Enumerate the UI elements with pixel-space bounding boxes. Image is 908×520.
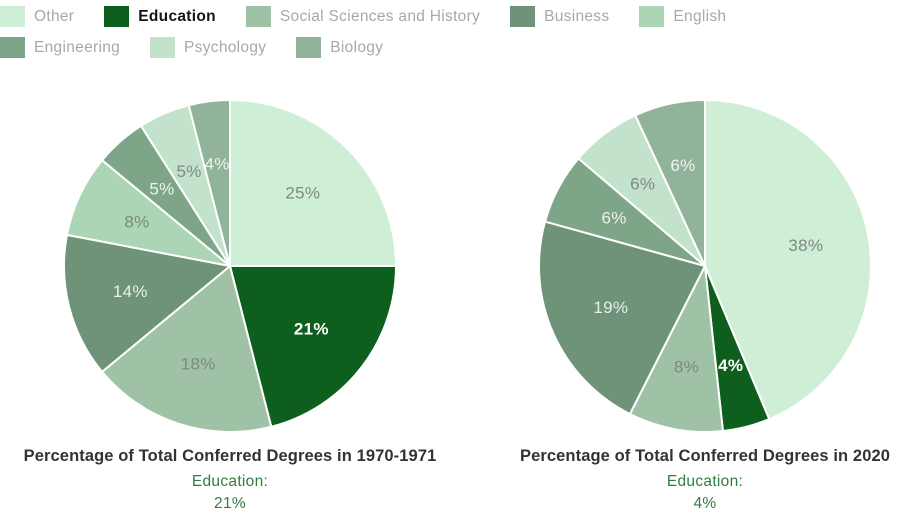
education-callout-value-2020: 4% [693,495,717,512]
legend-swatch-engineering [0,37,25,58]
legend-swatch-other [0,6,25,27]
pie-slice-business[interactable] [538,220,706,416]
legend-item-business[interactable]: Business [510,6,609,27]
pie-slice-social-sciences-and-history[interactable] [101,265,273,433]
legend-item-engineering[interactable]: Engineering [0,37,120,58]
legend-swatch-education [104,6,130,27]
legend-label-business: Business [544,7,610,25]
chart-legend: Other Education Social Sciences and Histor… [0,0,862,58]
chart-title-2020: Percentage of Total Conferred Degrees in… [519,447,891,465]
legend-label-education: Education [138,7,216,25]
education-callout-label-2020: Education: [666,473,744,490]
pie-chart-2020: 38% 4% 8% 19% 6% 6% 6% Percentage of Total Con… [490,90,908,513]
pie-slice-biology[interactable] [634,99,706,267]
pie-svg-2020: 38%4%8%19%6%6%6% [538,99,872,433]
legend-label-english: English [673,7,727,25]
legend-swatch-business [510,6,536,27]
pie-slice-education[interactable] [229,265,397,428]
legend-item-psychology[interactable]: Psychology [150,37,266,58]
pie-slice-business[interactable] [62,233,231,373]
pie-slice-other[interactable] [229,99,397,267]
legend-item-education[interactable]: Education [104,6,216,27]
pie-chart-1970-1971: 25% 21% 18% 14% 8% 5% 5% 4% Percentage of Total… [0,90,460,513]
legend-item-biology[interactable]: Biology [296,37,383,58]
chart-title-1970-1971: Percentage of Total Conferred Degrees in… [23,447,437,465]
legend-label-biology: Biology [330,38,384,56]
legend-item-english[interactable]: English [639,6,726,27]
education-callout-value-1970-1971: 21% [214,495,246,512]
legend-label-social-sciences-and-history: Social Sciences and History [279,7,481,25]
pie-slice-social-sciences-and-history[interactable] [628,265,724,433]
pie-slice-biology[interactable] [187,99,231,267]
legend-label-other: Other [34,7,75,25]
legend-item-social-sciences-and-history[interactable]: Social Sciences and History [245,6,481,27]
legend-label-psychology: Psychology [184,38,267,56]
legend-label-engineering: Engineering [34,38,121,56]
legend-swatch-english [639,6,665,27]
legend-swatch-biology [296,37,322,58]
pie-slice-other[interactable] [704,99,872,421]
education-callout-label-1970-1971: Education: [191,473,269,490]
pie-svg-1970-1971: 25%21%18%14%8%5%5% 4% [62,99,397,433]
legend-item-other[interactable]: Other [0,6,74,27]
legend-swatch-social-sciences-and-history [245,6,271,27]
legend-swatch-psychology [150,37,176,58]
